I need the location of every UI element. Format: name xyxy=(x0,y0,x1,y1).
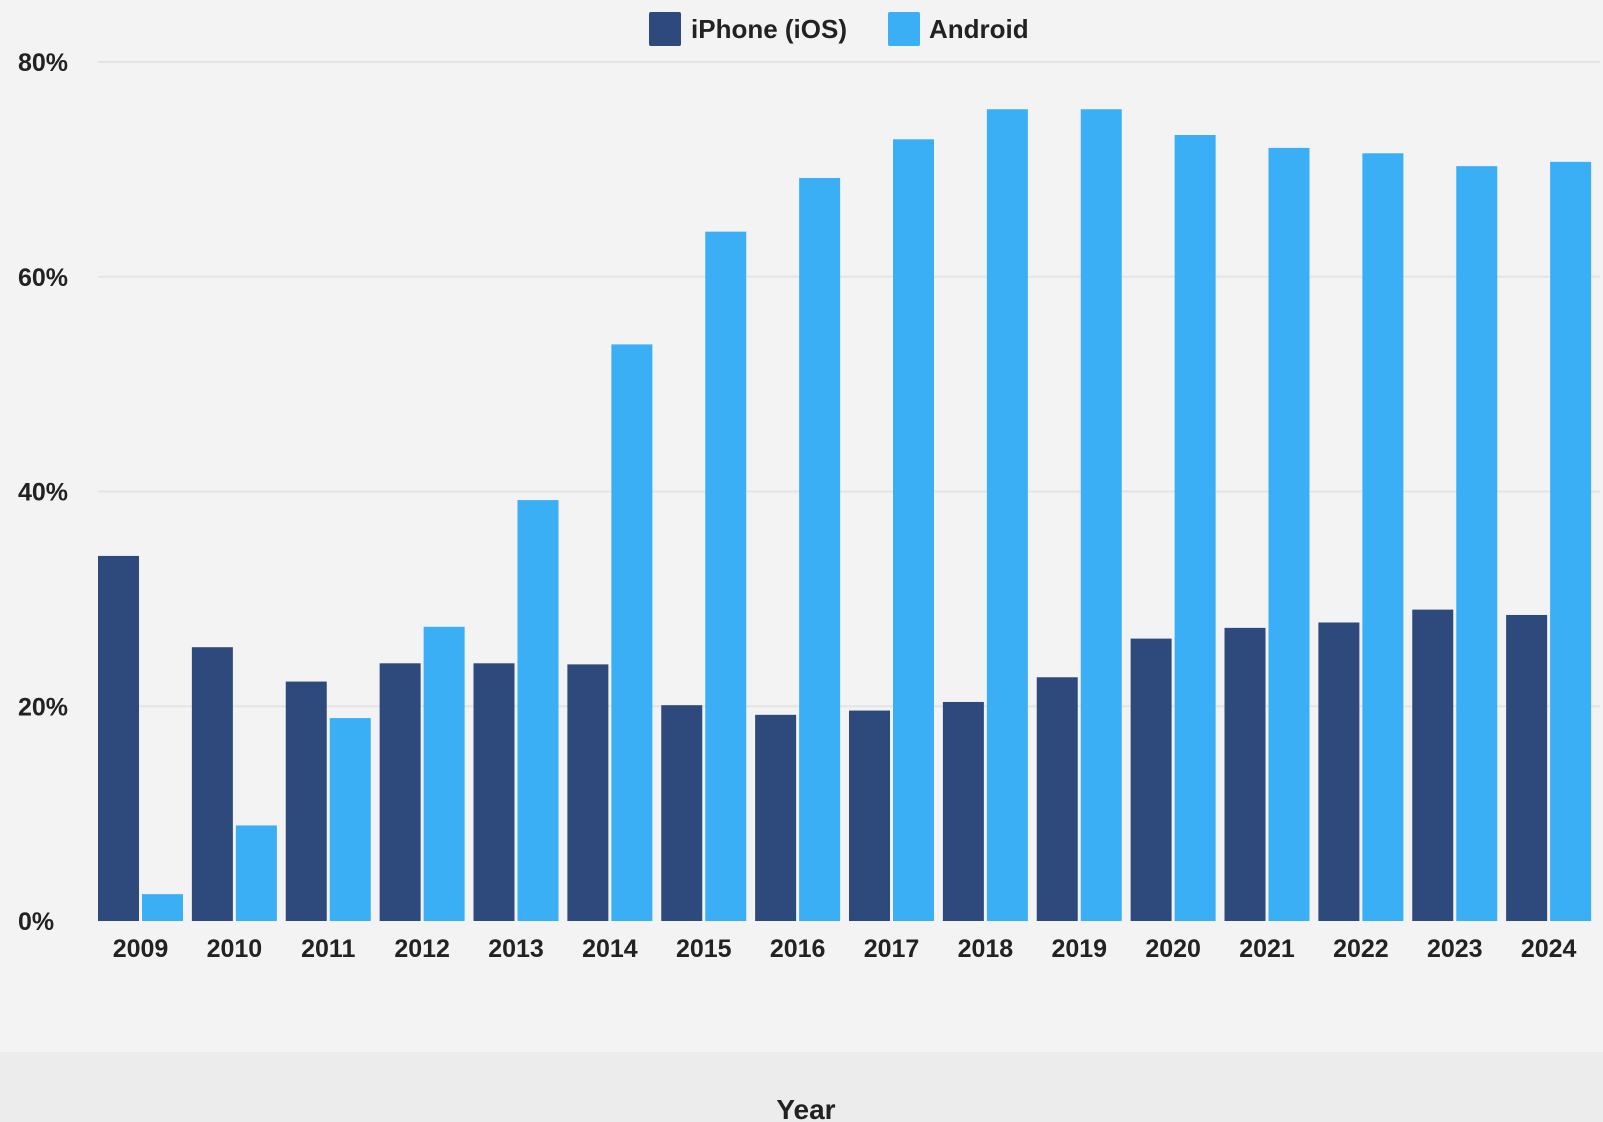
legend: iPhone (iOS) Android xyxy=(649,12,1029,46)
bar-iphone-2011 xyxy=(285,681,327,921)
x-tick-label-2017: 2017 xyxy=(864,935,920,963)
x-tick-label-2010: 2010 xyxy=(207,935,263,963)
bar-android-2013 xyxy=(517,500,559,921)
bar-android-2014 xyxy=(611,344,653,921)
bar-iphone-2022 xyxy=(1318,622,1360,921)
legend-label-android: Android xyxy=(929,14,1029,44)
legend-swatch-android xyxy=(888,12,920,46)
x-tick-label-2014: 2014 xyxy=(582,935,638,963)
bar-android-2021 xyxy=(1268,147,1310,921)
y-tick-label: 80% xyxy=(18,49,68,77)
footer-band xyxy=(0,1052,1603,1122)
x-tick-label-2016: 2016 xyxy=(770,935,826,963)
y-tick-label: 40% xyxy=(18,479,68,507)
bar-iphone-2019 xyxy=(1036,677,1078,921)
bar-iphone-2015 xyxy=(661,705,703,921)
x-tick-label-2018: 2018 xyxy=(958,935,1014,963)
legend-label-iphone: iPhone (iOS) xyxy=(691,14,847,44)
x-tick-label-2012: 2012 xyxy=(394,935,450,963)
x-tick-label-2022: 2022 xyxy=(1333,935,1389,963)
x-tick-label-2015: 2015 xyxy=(676,935,732,963)
bar-iphone-2013 xyxy=(473,663,515,921)
bar-iphone-2021 xyxy=(1224,627,1266,921)
x-tick-label-2011: 2011 xyxy=(301,935,355,963)
x-axis-title: Year xyxy=(776,1094,835,1122)
bar-android-2015 xyxy=(705,231,747,922)
bar-iphone-2010 xyxy=(191,647,233,921)
x-tick-label-2023: 2023 xyxy=(1427,935,1483,963)
y-tick-label: 60% xyxy=(18,264,68,292)
x-tick-label-2024: 2024 xyxy=(1521,935,1577,963)
y-axis-ticks: 0% 20% 40% 60% 80% xyxy=(18,49,68,936)
bar-android-2019 xyxy=(1080,109,1122,922)
bars xyxy=(98,109,1592,922)
y-tick-label: 20% xyxy=(18,693,68,721)
x-axis-ticks: 2009 2010 2011 2012 2013 2014 2015 2016 2017 2018… xyxy=(113,935,1577,963)
bar-android-2009 xyxy=(142,894,183,921)
bar-android-2017 xyxy=(893,139,934,921)
bar-iphone-2009 xyxy=(98,555,139,921)
bar-android-2018 xyxy=(986,109,1028,922)
x-tick-label-2021: 2021 xyxy=(1239,935,1295,963)
bar-iphone-2024 xyxy=(1506,614,1548,921)
bar-iphone-2017 xyxy=(849,710,890,921)
bar-iphone-2014 xyxy=(567,664,609,921)
bar-iphone-2012 xyxy=(379,663,421,921)
bar-android-2020 xyxy=(1174,135,1216,921)
x-tick-label-2013: 2013 xyxy=(488,935,544,963)
bar-iphone-2023 xyxy=(1412,609,1454,921)
bar-iphone-2018 xyxy=(942,701,984,921)
legend-swatch-iphone xyxy=(649,12,681,46)
x-tick-label-2009: 2009 xyxy=(113,935,169,963)
y-tick-label: 0% xyxy=(18,908,54,936)
bar-android-2022 xyxy=(1362,153,1404,922)
bar-iphone-2020 xyxy=(1130,638,1172,921)
bar-android-2016 xyxy=(799,177,841,922)
x-tick-label-2019: 2019 xyxy=(1051,935,1107,963)
bar-android-2023 xyxy=(1456,166,1498,921)
bar-android-2024 xyxy=(1550,161,1592,921)
bar-android-2011 xyxy=(329,718,371,921)
bar-iphone-2016 xyxy=(755,714,797,921)
bar-android-2012 xyxy=(423,626,465,921)
bar-android-2010 xyxy=(235,825,277,921)
x-tick-label-2020: 2020 xyxy=(1145,935,1201,963)
